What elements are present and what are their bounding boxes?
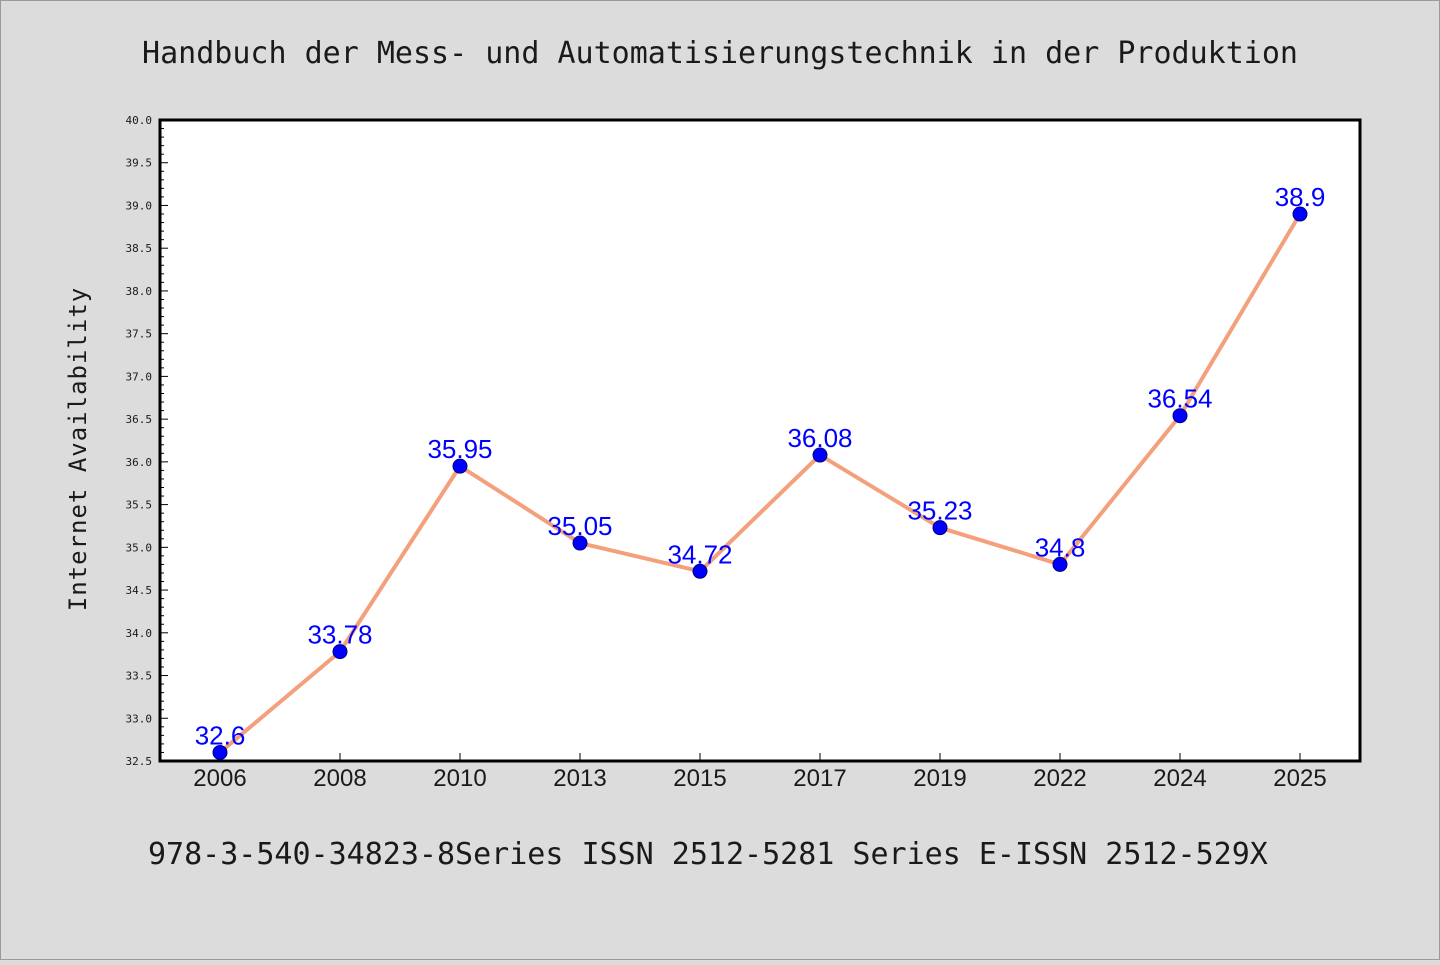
data-point [1052, 556, 1068, 572]
x-tick-label: 2025 [1273, 765, 1326, 792]
data-point [692, 563, 708, 579]
y-tick-label: 34.0 [126, 627, 153, 640]
data-point [1292, 206, 1308, 222]
plot-area [158, 118, 1362, 763]
x-tick-label: 2015 [673, 765, 726, 792]
y-tick-label: 38.5 [126, 242, 153, 255]
data-labels-group: 32.6 33.78 35.95 35.05 34.72 36.08 35.23 34.8 36… [195, 182, 1326, 750]
data-point [812, 447, 828, 463]
chart-title: Handbuch der Mess- und Automatisierungst… [142, 36, 1298, 71]
y-tick-label: 35.5 [126, 499, 153, 512]
y-axis-label: Internet Availability [64, 287, 92, 611]
y-axis: 32.5 33.0 33.5 34.0 34.5 35.0 35.5 36.0 36.5 37.0… [126, 114, 168, 768]
x-tick-label: 2008 [313, 765, 366, 792]
series-line [218, 212, 1302, 755]
y-tick-label: 32.5 [126, 755, 153, 768]
y-tick-label: 36.0 [126, 456, 153, 469]
data-label: 35.95 [427, 434, 492, 464]
data-label: 33.78 [307, 620, 372, 650]
x-tick-label: 2006 [193, 765, 246, 792]
x-axis: 2006 2008 2010 2013 2015 2017 2019 2022 2024 2025 [193, 753, 1327, 792]
series-markers-group [212, 206, 1308, 760]
data-label: 36.54 [1147, 384, 1212, 414]
y-tick-label: 40.0 [126, 114, 153, 127]
y-tick-label: 33.5 [126, 670, 153, 683]
data-point [212, 744, 228, 760]
y-tick-label: 39.5 [126, 157, 153, 170]
y-tick-label: 37.5 [126, 328, 153, 341]
y-tick-label: 35.0 [126, 541, 153, 554]
data-label: 34.8 [1035, 532, 1086, 562]
data-label: 38.9 [1275, 182, 1326, 212]
data-label: 34.72 [667, 539, 732, 569]
x-tick-label: 2019 [913, 765, 966, 792]
x-tick-label: 2017 [793, 765, 846, 792]
x-tick-label: 2024 [1153, 765, 1206, 792]
data-label: 32.6 [195, 720, 246, 750]
data-point [332, 644, 348, 660]
y-tick-label: 37.0 [126, 370, 153, 383]
data-label: 35.23 [907, 496, 972, 526]
data-label: 36.08 [787, 423, 852, 453]
y-tick-label: 33.0 [126, 712, 153, 725]
y-tick-label: 38.0 [126, 285, 153, 298]
x-tick-label: 2010 [433, 765, 486, 792]
data-point [1172, 408, 1188, 424]
data-label: 35.05 [547, 511, 612, 541]
x-tick-label: 2022 [1033, 765, 1086, 792]
series-line-group [218, 212, 1302, 755]
chart-footer: 978-3-540-34823-8Series ISSN 2512-5281 S… [148, 837, 1268, 872]
y-tick-label: 36.5 [126, 413, 153, 426]
y-tick-label: 34.5 [126, 584, 153, 597]
data-point [452, 458, 468, 474]
data-point [932, 520, 948, 536]
y-tick-label: 39.0 [126, 199, 153, 212]
data-point [572, 535, 588, 551]
x-tick-label: 2013 [553, 765, 606, 792]
